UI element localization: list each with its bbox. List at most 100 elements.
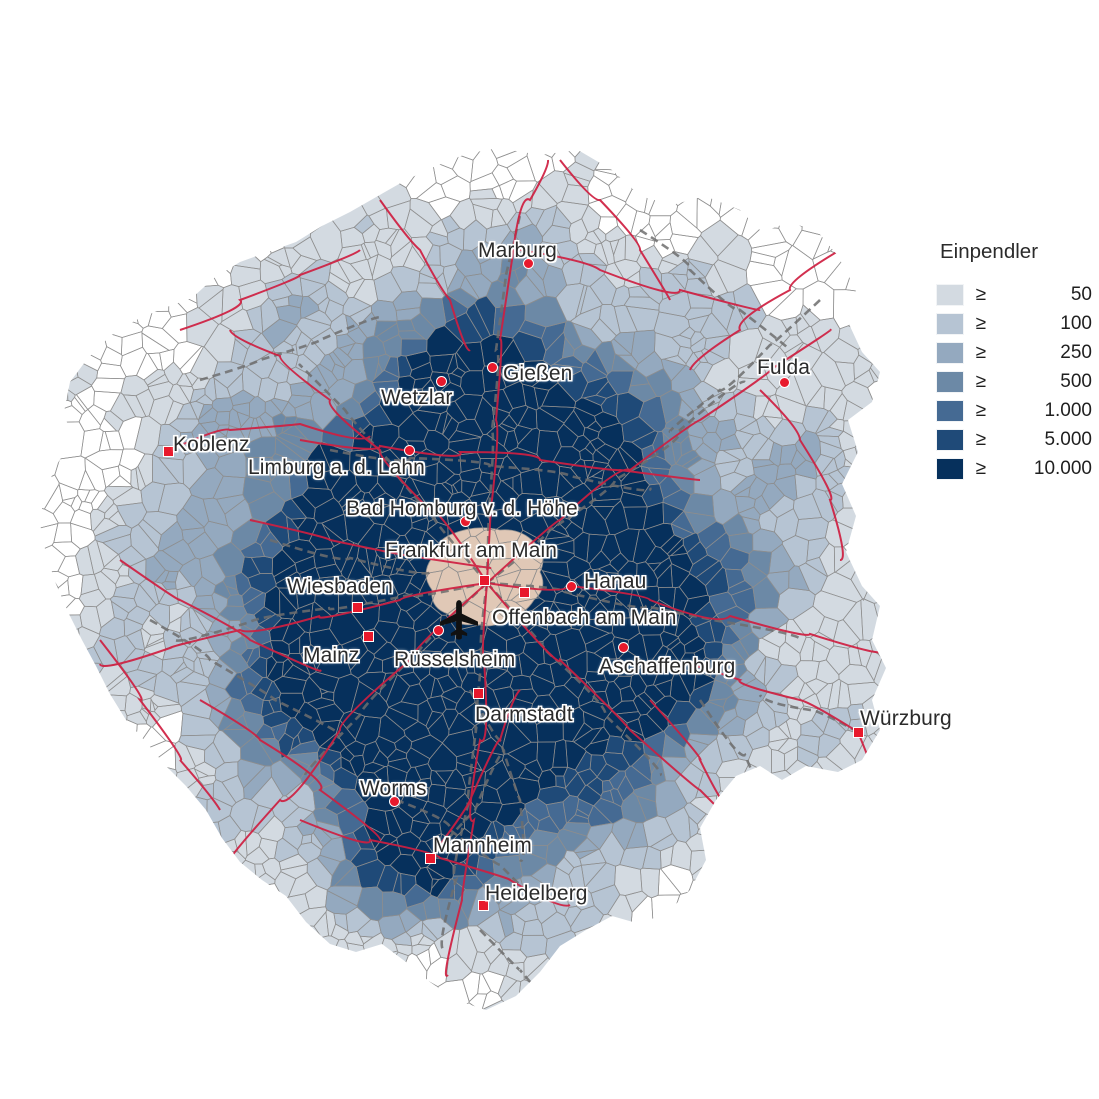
municipality-polygon bbox=[241, 587, 264, 606]
municipality-polygon bbox=[579, 448, 594, 461]
legend-title: Einpendler bbox=[940, 240, 1039, 263]
municipality-polygon bbox=[196, 285, 224, 308]
municipality-polygon bbox=[173, 196, 198, 225]
municipality-polygon bbox=[816, 683, 833, 709]
municipality-polygon bbox=[40, 698, 55, 716]
municipality-polygon bbox=[147, 853, 163, 860]
municipality-polygon bbox=[192, 945, 209, 964]
municipality-polygon bbox=[684, 167, 701, 185]
municipality-polygon bbox=[602, 752, 630, 771]
municipality-polygon bbox=[859, 549, 879, 565]
municipality-polygon bbox=[416, 282, 445, 299]
municipality-polygon bbox=[481, 627, 507, 656]
municipality-polygon bbox=[496, 654, 509, 671]
municipality-polygon bbox=[218, 815, 242, 843]
municipality-polygon bbox=[366, 657, 383, 673]
municipality-polygon bbox=[179, 385, 194, 403]
municipality-polygon bbox=[664, 960, 682, 986]
municipality-polygon bbox=[474, 397, 495, 435]
municipality-polygon bbox=[711, 820, 727, 844]
municipality-polygon bbox=[663, 723, 691, 749]
municipality-polygon bbox=[74, 394, 88, 412]
municipality-polygon bbox=[748, 786, 782, 818]
municipality-polygon bbox=[921, 325, 931, 360]
municipality-polygon bbox=[63, 945, 87, 975]
municipality-polygon bbox=[139, 579, 159, 605]
municipality-polygon bbox=[587, 420, 602, 433]
municipality-polygon bbox=[770, 875, 782, 897]
municipality-polygon bbox=[557, 424, 579, 447]
municipality-polygon bbox=[257, 967, 289, 995]
municipality-polygon bbox=[104, 486, 133, 501]
municipality-polygon bbox=[18, 281, 40, 306]
municipality-polygon bbox=[48, 571, 69, 588]
municipality-polygon bbox=[792, 894, 822, 922]
municipality-polygon bbox=[569, 507, 587, 530]
municipality-polygon bbox=[626, 633, 648, 663]
municipality-polygon bbox=[897, 444, 924, 471]
municipality-polygon bbox=[298, 517, 318, 541]
municipality-polygon bbox=[556, 472, 574, 498]
municipality-polygon bbox=[258, 815, 285, 842]
municipality-polygon bbox=[88, 786, 109, 816]
municipality-polygon bbox=[507, 742, 538, 765]
municipality-polygon bbox=[725, 663, 748, 687]
municipality-polygon bbox=[543, 984, 577, 1010]
municipality-polygon bbox=[658, 291, 691, 317]
municipality-polygon bbox=[84, 458, 106, 492]
municipality-polygon bbox=[40, 328, 45, 348]
municipality-polygon bbox=[377, 865, 399, 893]
municipality-polygon bbox=[827, 679, 841, 710]
municipality-polygon bbox=[503, 430, 519, 453]
municipality-polygon bbox=[650, 150, 669, 170]
municipality-polygon bbox=[799, 841, 829, 864]
municipality-polygon bbox=[847, 148, 862, 156]
municipality-polygon bbox=[373, 492, 397, 506]
municipality-polygon bbox=[428, 784, 446, 807]
municipality-polygon bbox=[251, 556, 273, 574]
municipality-polygon bbox=[87, 268, 115, 299]
municipality-polygon bbox=[549, 540, 574, 554]
municipality-polygon bbox=[158, 588, 179, 606]
municipality-polygon bbox=[336, 334, 356, 349]
municipality-polygon bbox=[327, 886, 363, 906]
municipality-polygon bbox=[101, 262, 125, 293]
municipality-polygon bbox=[156, 850, 184, 878]
municipality-polygon bbox=[592, 569, 612, 583]
municipality-polygon bbox=[362, 224, 380, 243]
municipality-polygon bbox=[688, 889, 720, 906]
municipality-polygon bbox=[248, 148, 288, 169]
municipality-polygon bbox=[881, 491, 886, 515]
municipality-polygon bbox=[778, 162, 795, 182]
municipality-polygon bbox=[793, 148, 812, 164]
municipality-polygon bbox=[474, 295, 496, 336]
municipality-polygon bbox=[130, 468, 139, 490]
municipality-polygon bbox=[372, 380, 401, 399]
municipality-polygon bbox=[813, 590, 857, 622]
municipality-polygon bbox=[839, 148, 853, 156]
municipality-polygon bbox=[151, 917, 182, 945]
municipality-polygon bbox=[104, 503, 119, 520]
municipality-polygon bbox=[212, 436, 232, 446]
municipality-polygon bbox=[172, 956, 200, 974]
municipality-polygon bbox=[519, 979, 543, 1001]
municipality-polygon bbox=[497, 230, 527, 257]
municipality-polygon bbox=[522, 384, 539, 410]
municipality-polygon bbox=[862, 549, 880, 570]
municipality-polygon bbox=[123, 971, 148, 1002]
municipality-polygon bbox=[40, 600, 57, 632]
municipality-polygon bbox=[351, 681, 389, 719]
municipality-polygon bbox=[399, 908, 421, 933]
municipality-polygon bbox=[74, 721, 87, 737]
municipality-polygon bbox=[584, 739, 609, 756]
choropleth-map[interactable]: Marburg Gießen Wetzlar Fulda Koblenz Limburg … bbox=[0, 0, 952, 1099]
municipality-polygon bbox=[118, 464, 132, 485]
municipality-polygon bbox=[209, 443, 237, 458]
municipality-polygon bbox=[916, 618, 930, 640]
municipality-polygon bbox=[625, 148, 642, 152]
municipality-polygon bbox=[628, 286, 650, 298]
municipality-polygon bbox=[227, 594, 244, 607]
municipality-polygon bbox=[426, 231, 449, 247]
municipality-polygon bbox=[779, 334, 803, 354]
municipality-polygon bbox=[407, 980, 439, 1010]
